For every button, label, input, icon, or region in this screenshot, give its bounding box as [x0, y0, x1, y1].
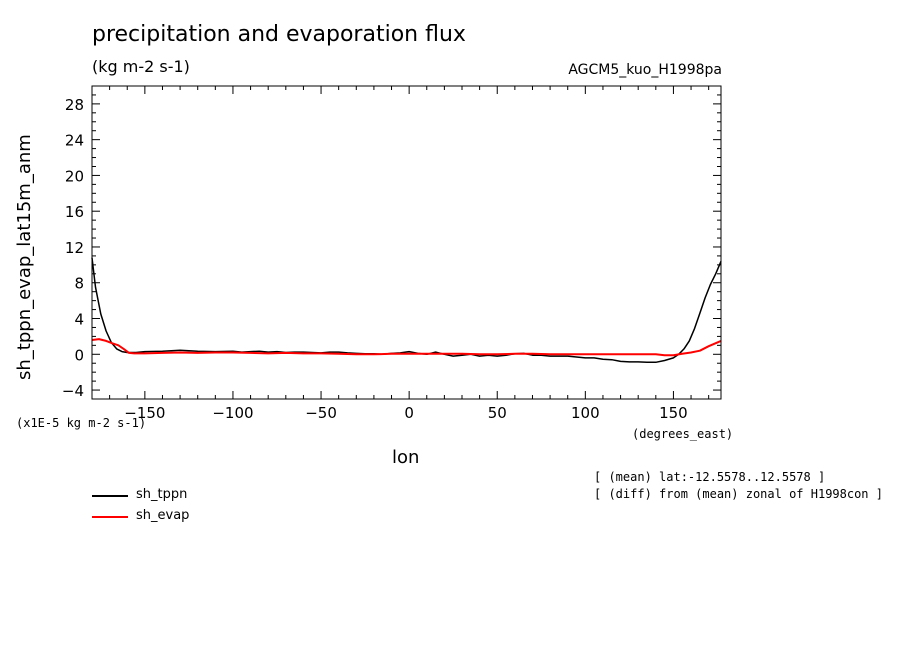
- series-line-sh-evap: [91, 338, 722, 357]
- y-tick-label: 0: [74, 346, 84, 364]
- legend-line-sh-evap: [92, 516, 128, 518]
- x-tick-label: −150: [124, 404, 165, 422]
- series-line-sh-tppn: [91, 257, 722, 364]
- y-tick-label: 12: [65, 239, 84, 257]
- y-tick-label: 28: [65, 96, 84, 114]
- x-tick-label: 150: [659, 404, 688, 422]
- legend-line-sh-tppn: [92, 495, 128, 497]
- y-tick-label: 16: [65, 203, 84, 221]
- y-tick-label: −4: [62, 382, 84, 400]
- legend-label-sh-tppn: sh_tppn: [136, 487, 188, 502]
- diff-note: [ (diff) from (mean) zonal of H1998con ]: [594, 487, 883, 501]
- plot-frame: [91, 85, 722, 400]
- mean-note: [ (mean) lat:-12.5578..12.5578 ]: [594, 470, 826, 484]
- chart-title: precipitation and evaporation flux: [92, 22, 466, 47]
- y-tick-label: 8: [74, 275, 84, 293]
- x-tick-label: −100: [212, 404, 253, 422]
- legend-label-sh-evap: sh_evap: [136, 508, 190, 523]
- x-units-note: (degrees_east): [632, 427, 734, 441]
- y-tick-label: 4: [74, 311, 84, 329]
- chart-units: (kg m-2 s-1): [92, 57, 190, 76]
- y-scale-note: (x1E-5 kg m-2 s-1): [16, 416, 147, 430]
- x-tick-label: 0: [404, 404, 414, 422]
- y-tick-label: 24: [65, 132, 84, 150]
- y-tick-label: 20: [65, 167, 84, 185]
- model-name: AGCM5_kuo_H1998pa: [568, 62, 722, 78]
- x-tick-label: 100: [571, 404, 600, 422]
- x-tick-label: 50: [488, 404, 507, 422]
- x-tick-label: −50: [305, 404, 337, 422]
- x-axis-label: lon: [392, 447, 420, 468]
